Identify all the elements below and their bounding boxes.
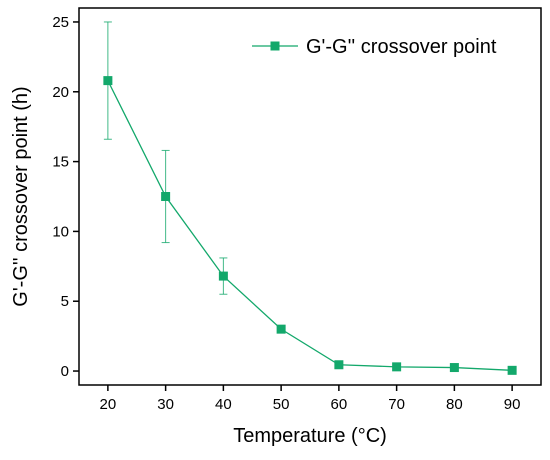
x-tick-label: 50	[273, 396, 290, 413]
data-point	[103, 76, 113, 86]
y-tick-label: 25	[52, 14, 69, 31]
y-axis: 0 5 10 15 20 25	[52, 14, 79, 380]
y-tick-label: 0	[61, 363, 69, 380]
legend: G'-G'' crossover point	[252, 36, 497, 58]
series-line	[107, 80, 513, 371]
data-point	[276, 324, 286, 334]
x-tick-label: 20	[100, 396, 117, 413]
data-point	[334, 360, 344, 370]
y-tick-label: 10	[52, 223, 69, 240]
data-point	[218, 271, 228, 281]
y-tick-label: 5	[61, 293, 69, 310]
data-point	[392, 362, 402, 372]
data-point	[449, 363, 459, 373]
legend-marker-sample	[270, 41, 280, 51]
y-tick-label: 20	[52, 84, 69, 101]
x-tick-label: 40	[215, 396, 232, 413]
x-tick-label: 70	[388, 396, 405, 413]
x-tick-label: 90	[504, 396, 521, 413]
plot-frame	[78, 7, 542, 386]
x-axis-title: Temperature (°C)	[233, 425, 387, 447]
series-layer	[103, 21, 517, 375]
x-tick-label: 30	[157, 396, 174, 413]
legend-label: G'-G'' crossover point	[306, 36, 497, 58]
x-tick-label: 60	[331, 396, 348, 413]
x-axis: 20 30 40 50 60 70 80 90	[100, 385, 521, 413]
y-tick-label: 15	[52, 154, 69, 171]
data-point	[507, 365, 517, 375]
data-point	[161, 192, 171, 201]
x-tick-label: 80	[446, 396, 463, 413]
plot-border	[78, 7, 542, 386]
y-axis-title: G'-G'' crossover point (h)	[10, 86, 32, 306]
